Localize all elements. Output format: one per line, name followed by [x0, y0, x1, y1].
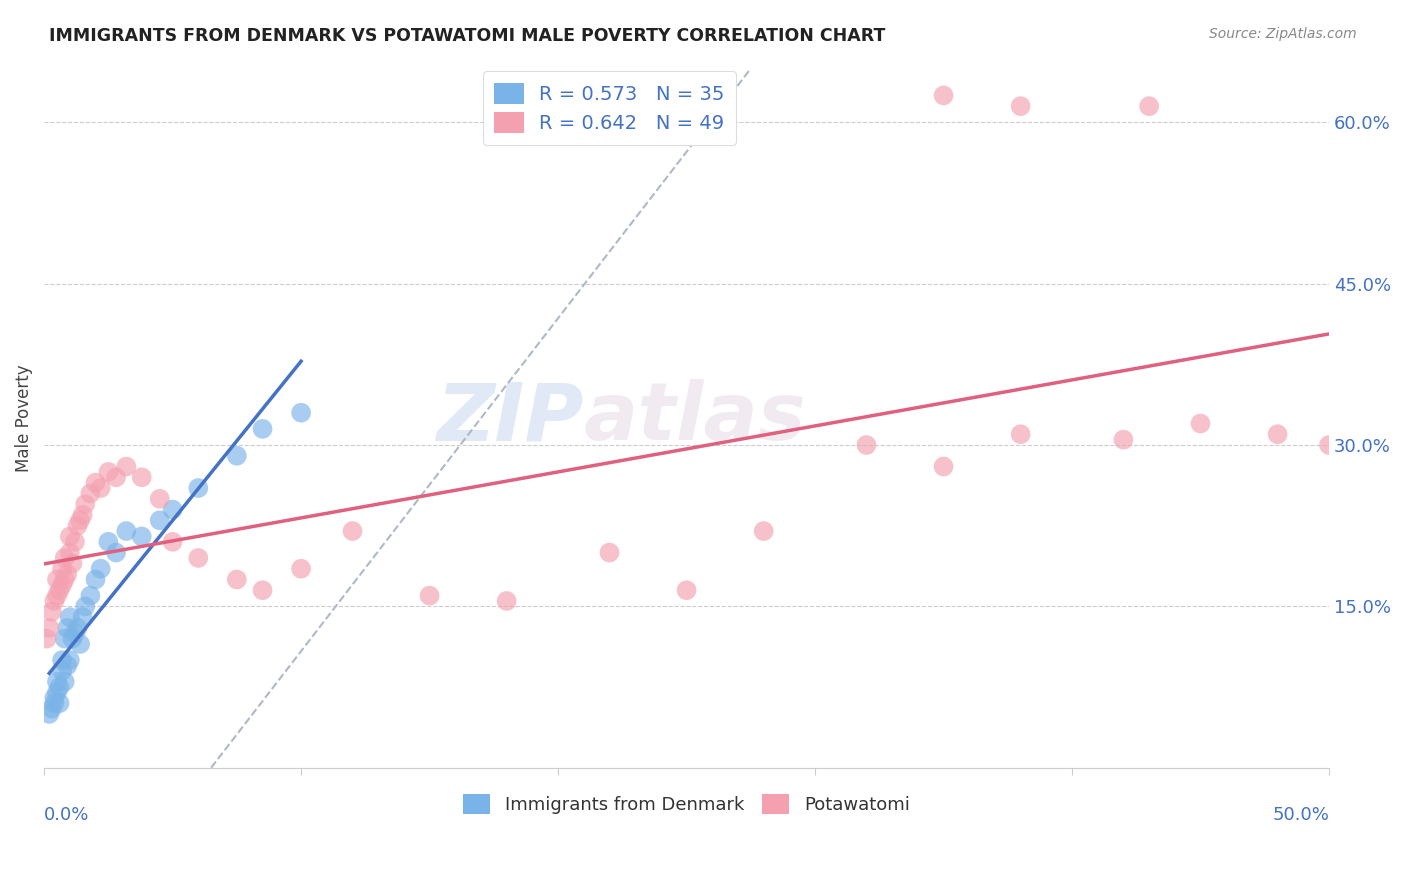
- Point: [342, 524, 364, 538]
- Point: [1189, 417, 1212, 431]
- Point: [41, 701, 63, 715]
- Point: [48, 696, 70, 710]
- Point: [51, 664, 73, 678]
- Point: [149, 513, 172, 527]
- Point: [63, 626, 86, 640]
- Point: [149, 491, 172, 506]
- Point: [252, 422, 274, 436]
- Point: [1267, 427, 1289, 442]
- Point: [48, 680, 70, 694]
- Point: [932, 88, 955, 103]
- Point: [53, 674, 76, 689]
- Point: [56, 567, 79, 582]
- Point: [38, 621, 60, 635]
- Point: [56, 658, 79, 673]
- Point: [115, 524, 138, 538]
- Point: [75, 497, 97, 511]
- Point: [69, 513, 91, 527]
- Point: [131, 529, 153, 543]
- Point: [855, 438, 877, 452]
- Point: [105, 470, 128, 484]
- Point: [97, 534, 120, 549]
- Point: [72, 610, 94, 624]
- Point: [1010, 99, 1032, 113]
- Point: [97, 465, 120, 479]
- Point: [66, 518, 89, 533]
- Point: [187, 481, 209, 495]
- Point: [90, 481, 112, 495]
- Point: [53, 573, 76, 587]
- Point: [131, 470, 153, 484]
- Point: [84, 475, 107, 490]
- Point: [59, 529, 82, 543]
- Point: [41, 605, 63, 619]
- Point: [59, 610, 82, 624]
- Point: [51, 653, 73, 667]
- Point: [60, 632, 83, 646]
- Point: [46, 573, 69, 587]
- Point: [1112, 433, 1135, 447]
- Point: [225, 573, 247, 587]
- Legend: Immigrants from Denmark, Potawatomi: Immigrants from Denmark, Potawatomi: [456, 788, 917, 822]
- Point: [162, 502, 184, 516]
- Point: [53, 551, 76, 566]
- Point: [1137, 99, 1160, 113]
- Point: [79, 589, 101, 603]
- Point: [56, 621, 79, 635]
- Y-axis label: Male Poverty: Male Poverty: [15, 364, 32, 472]
- Point: [225, 449, 247, 463]
- Point: [51, 578, 73, 592]
- Point: [75, 599, 97, 614]
- Point: [63, 534, 86, 549]
- Text: 50.0%: 50.0%: [1272, 806, 1329, 824]
- Point: [1317, 438, 1340, 452]
- Text: 0.0%: 0.0%: [44, 806, 90, 824]
- Point: [48, 583, 70, 598]
- Point: [35, 632, 58, 646]
- Point: [46, 685, 69, 699]
- Point: [44, 690, 66, 705]
- Point: [162, 534, 184, 549]
- Point: [46, 674, 69, 689]
- Point: [1010, 427, 1032, 442]
- Point: [84, 573, 107, 587]
- Point: [252, 583, 274, 598]
- Point: [60, 557, 83, 571]
- Point: [79, 486, 101, 500]
- Point: [59, 653, 82, 667]
- Point: [69, 637, 91, 651]
- Text: ZIP: ZIP: [436, 379, 583, 457]
- Text: IMMIGRANTS FROM DENMARK VS POTAWATOMI MALE POVERTY CORRELATION CHART: IMMIGRANTS FROM DENMARK VS POTAWATOMI MA…: [49, 27, 886, 45]
- Point: [290, 562, 312, 576]
- Point: [90, 562, 112, 576]
- Point: [44, 594, 66, 608]
- Point: [932, 459, 955, 474]
- Point: [495, 594, 517, 608]
- Point: [598, 545, 620, 559]
- Point: [187, 551, 209, 566]
- Text: Source: ZipAtlas.com: Source: ZipAtlas.com: [1209, 27, 1357, 41]
- Point: [46, 589, 69, 603]
- Point: [59, 545, 82, 559]
- Point: [66, 621, 89, 635]
- Text: atlas: atlas: [583, 379, 807, 457]
- Point: [419, 589, 441, 603]
- Point: [72, 508, 94, 522]
- Point: [105, 545, 128, 559]
- Point: [51, 562, 73, 576]
- Point: [675, 583, 697, 598]
- Point: [290, 406, 312, 420]
- Point: [53, 632, 76, 646]
- Point: [44, 696, 66, 710]
- Point: [752, 524, 775, 538]
- Point: [38, 706, 60, 721]
- Point: [115, 459, 138, 474]
